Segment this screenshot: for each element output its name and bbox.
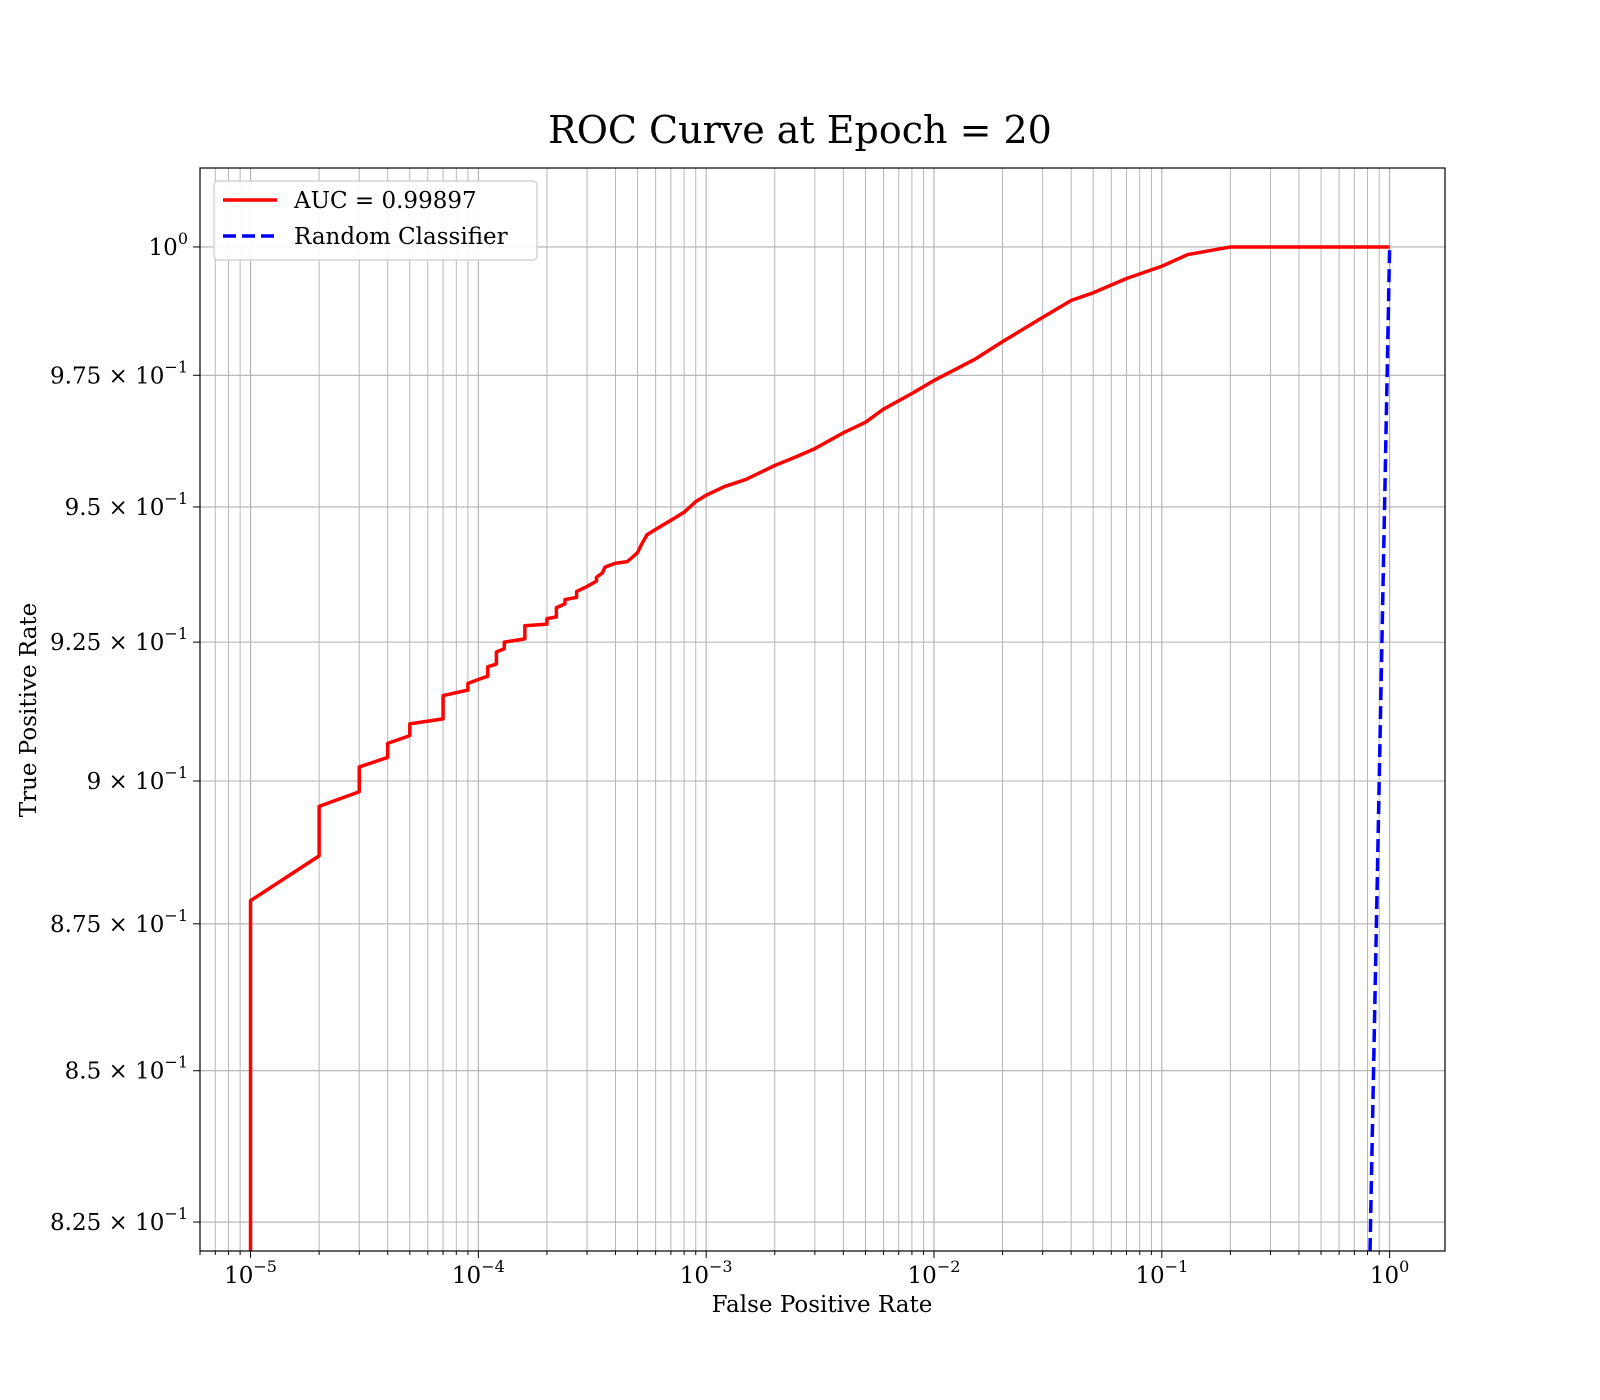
legend-box — [213, 180, 538, 261]
y-tick-label: 9.25 × 10−1 — [50, 624, 188, 656]
y-tick-label: 9 × 10−1 — [87, 763, 188, 795]
y-tick-label: 9.75 × 10−1 — [50, 357, 188, 389]
legend: AUC = 0.99897 Random Classifier — [213, 180, 538, 261]
x-axis-label: False Positive Rate — [712, 1292, 933, 1318]
y-tick-label: 9.5 × 10−1 — [65, 489, 188, 521]
y-tick-label: 8.25 × 10−1 — [50, 1204, 188, 1236]
x-tick-label: 10−1 — [1135, 1257, 1188, 1289]
y-tick-label: 8.75 × 10−1 — [50, 906, 188, 938]
grid — [199, 168, 1445, 1251]
y-axis-label: True Positive Rate — [16, 603, 42, 818]
y-tick-label: 100 — [149, 229, 188, 261]
roc-curve-line — [248, 245, 1390, 1251]
legend-label-random: Random Classifier — [294, 224, 508, 250]
plot-area — [248, 245, 1392, 1251]
axes-frame — [199, 167, 1446, 1252]
chart-title: ROC Curve at Epoch = 20 — [548, 108, 1052, 152]
x-tick-label: 10−4 — [452, 1257, 505, 1289]
x-tick-label: 10−3 — [680, 1257, 733, 1289]
axis-ticks: 100 9.75 × 10−1 9.5 × 10−1 9.25 × 10−1 9 × 1… — [50, 229, 1409, 1289]
x-tick-label: 10−5 — [224, 1257, 277, 1289]
x-tick-label: 10−2 — [908, 1257, 961, 1289]
y-tick-label: 8.5 × 10−1 — [65, 1053, 188, 1085]
legend-label-auc: AUC = 0.99897 — [293, 188, 477, 214]
random-classifier-line — [1368, 246, 1392, 1251]
x-tick-label: 100 — [1370, 1257, 1409, 1289]
